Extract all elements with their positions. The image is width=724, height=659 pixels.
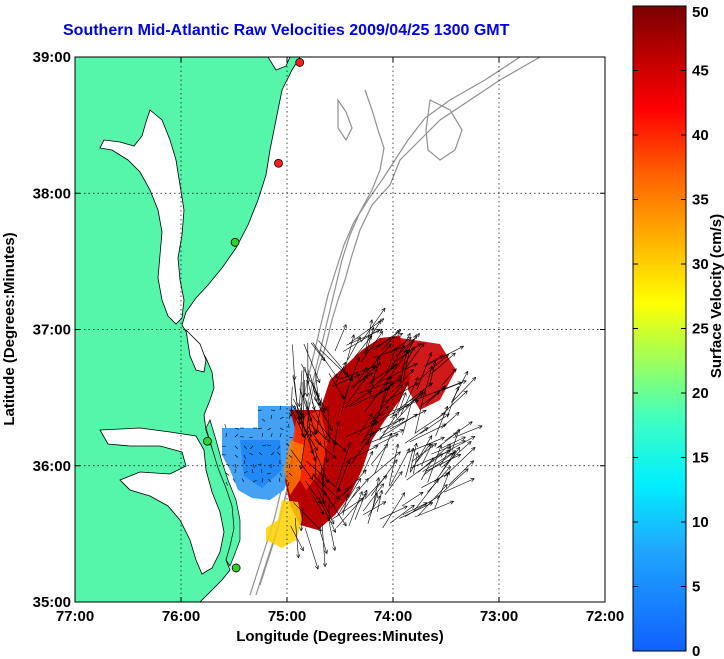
colorbar-tick-label: 10 <box>692 514 709 531</box>
colorbar-tick-label: 5 <box>692 579 700 596</box>
x-tick-label: 73:00 <box>480 608 518 625</box>
velocity-field-high <box>285 336 410 530</box>
chesapeake-bay <box>99 109 185 325</box>
colorbar-tick-label: 0 <box>692 643 700 659</box>
map-title: Southern Mid-Atlantic Raw Velocities 200… <box>63 22 510 39</box>
pamlico-sound <box>99 427 225 575</box>
x-axis-label: Longitude (Degrees:Minutes) <box>236 628 444 645</box>
colorbar-tick-label: 50 <box>692 4 709 21</box>
colorbar-tick-label: 15 <box>692 450 709 467</box>
colorbar-tick-label: 20 <box>692 385 709 402</box>
x-tick-label: 74:00 <box>374 608 412 625</box>
colorbar <box>632 5 687 652</box>
station-markers <box>203 58 305 573</box>
x-tick-label: 77:00 <box>56 608 94 625</box>
x-tick-label: 76:00 <box>162 608 200 625</box>
velocity-vectors <box>221 307 483 570</box>
colorbar-tick-label: 25 <box>692 321 709 338</box>
colorbar-tick-label: 30 <box>692 256 709 273</box>
station-marker <box>203 436 212 446</box>
y-tick-label: 36:00 <box>33 458 71 475</box>
y-axis-label: Latitude (Degrees:Minutes) <box>1 232 18 425</box>
x-tick-label: 75:00 <box>268 608 306 625</box>
lat-lon-grid <box>75 57 605 602</box>
station-marker <box>295 58 305 67</box>
y-tick-label: 37:00 <box>33 322 71 339</box>
station-marker <box>231 563 241 573</box>
colorbar-tick-label: 35 <box>692 192 709 209</box>
station-marker <box>274 158 283 168</box>
colorbar-tick-label: 45 <box>692 63 709 80</box>
colorbar-label: Surface Velocity (cm/s) <box>708 214 724 378</box>
y-tick-label: 38:00 <box>33 185 71 202</box>
bathymetry-contours <box>249 57 541 596</box>
colorbar-tick-label: 40 <box>692 127 709 144</box>
x-tick-label: 72:00 <box>586 608 624 625</box>
y-tick-label: 35:00 <box>33 594 71 611</box>
station-marker <box>230 237 240 247</box>
y-tick-label: 39:00 <box>33 49 71 66</box>
